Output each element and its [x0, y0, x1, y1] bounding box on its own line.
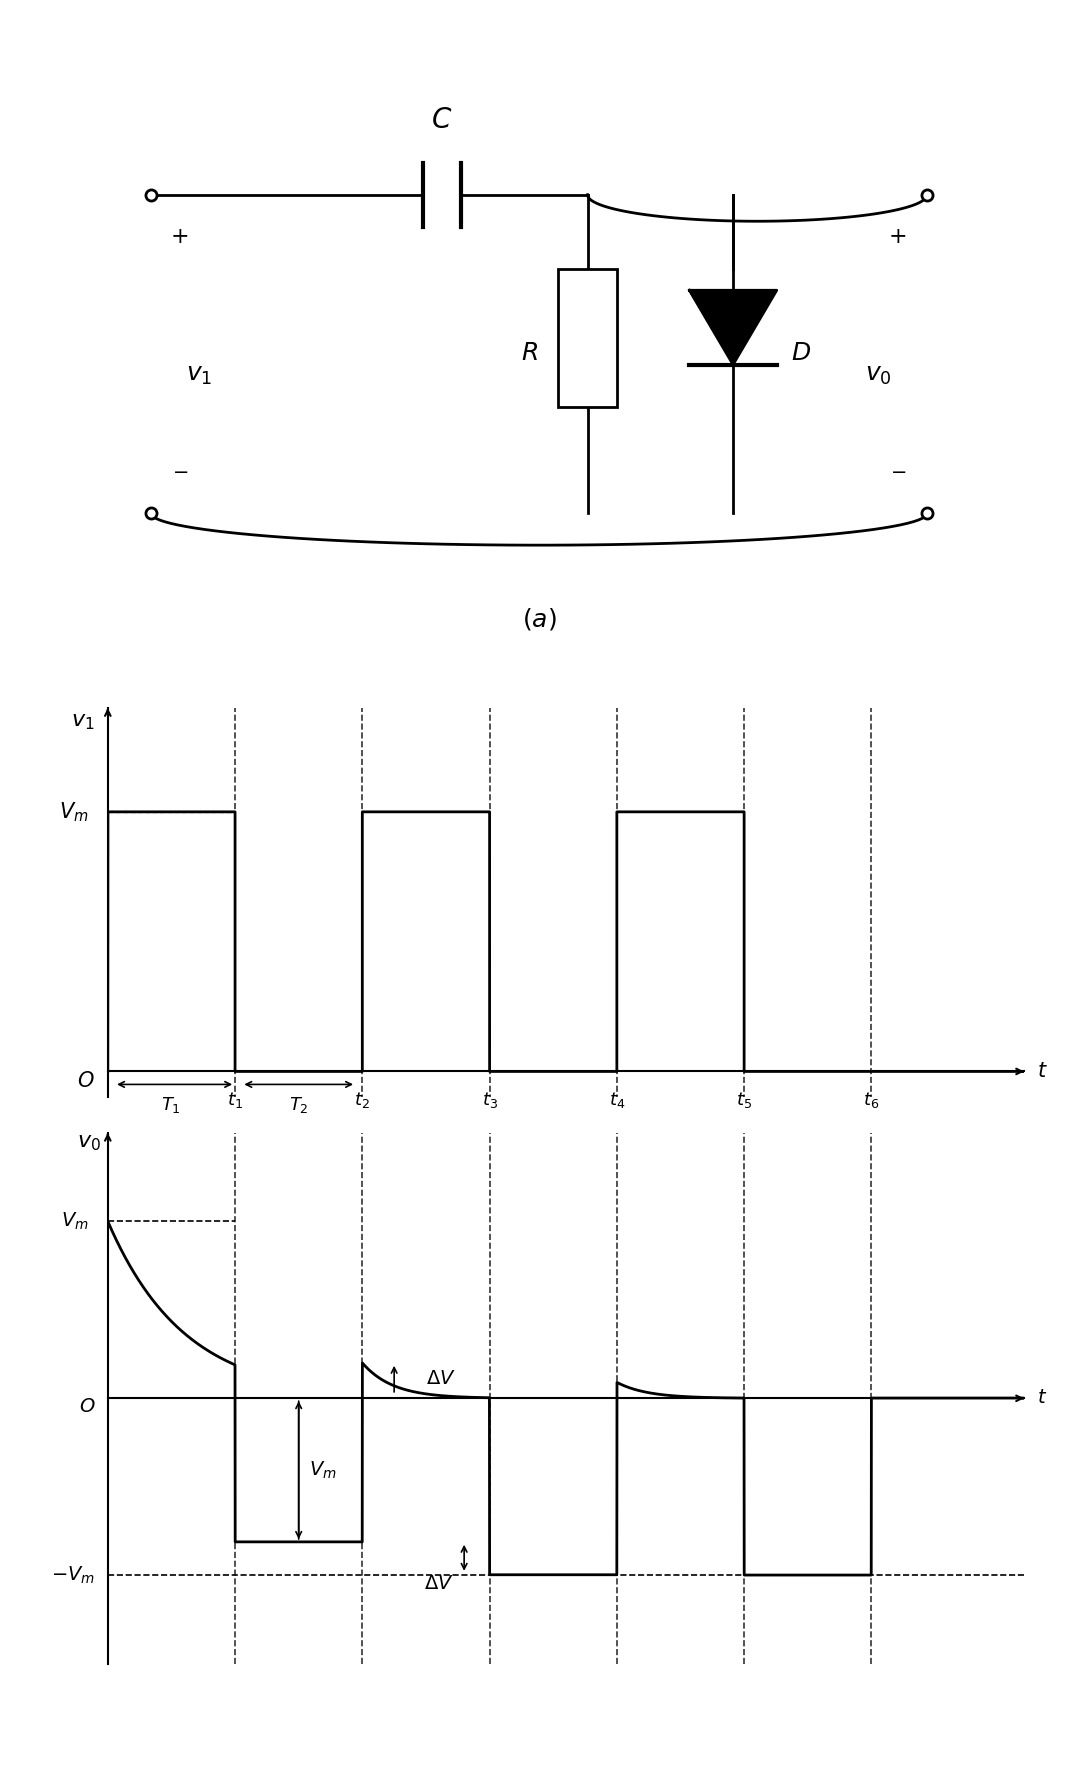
Text: $t_3$: $t_3$	[482, 1090, 498, 1110]
Text: $V_m$: $V_m$	[61, 1211, 88, 1232]
Text: $T_2$: $T_2$	[289, 1096, 308, 1115]
Text: $v_0$: $v_0$	[866, 365, 892, 386]
Text: $(a)$: $(a)$	[522, 607, 556, 632]
Text: $D$: $D$	[791, 343, 811, 365]
Text: $V_m$: $V_m$	[59, 800, 88, 823]
Text: $-$: $-$	[171, 462, 189, 480]
Text: $\Delta V$: $\Delta V$	[424, 1575, 454, 1593]
Text: $-V_m$: $-V_m$	[51, 1565, 95, 1586]
Text: $t$: $t$	[1037, 1389, 1047, 1407]
Text: $V_m$: $V_m$	[309, 1460, 336, 1481]
Text: $R$: $R$	[521, 343, 538, 365]
Text: $-$: $-$	[889, 462, 907, 480]
Text: $v_1$: $v_1$	[186, 365, 212, 386]
Text: $O$: $O$	[78, 1071, 95, 1092]
Text: $\Delta V$: $\Delta V$	[426, 1370, 456, 1388]
Text: $T_1$: $T_1$	[162, 1096, 181, 1115]
Text: $v_0$: $v_0$	[77, 1131, 100, 1152]
Polygon shape	[690, 290, 777, 365]
Text: $t_4$: $t_4$	[609, 1090, 625, 1110]
Text: $O$: $O$	[79, 1398, 95, 1416]
Text: $C$: $C$	[431, 106, 453, 135]
Text: $t_1$: $t_1$	[227, 1090, 243, 1110]
Text: $t$: $t$	[1037, 1062, 1048, 1081]
Text: $t_5$: $t_5$	[736, 1090, 752, 1110]
Text: +: +	[170, 227, 190, 248]
Text: $v_1$: $v_1$	[70, 710, 94, 733]
Text: $t_6$: $t_6$	[863, 1090, 880, 1110]
Text: $t_2$: $t_2$	[355, 1090, 370, 1110]
Text: +: +	[888, 227, 908, 248]
Bar	[558, 269, 617, 407]
